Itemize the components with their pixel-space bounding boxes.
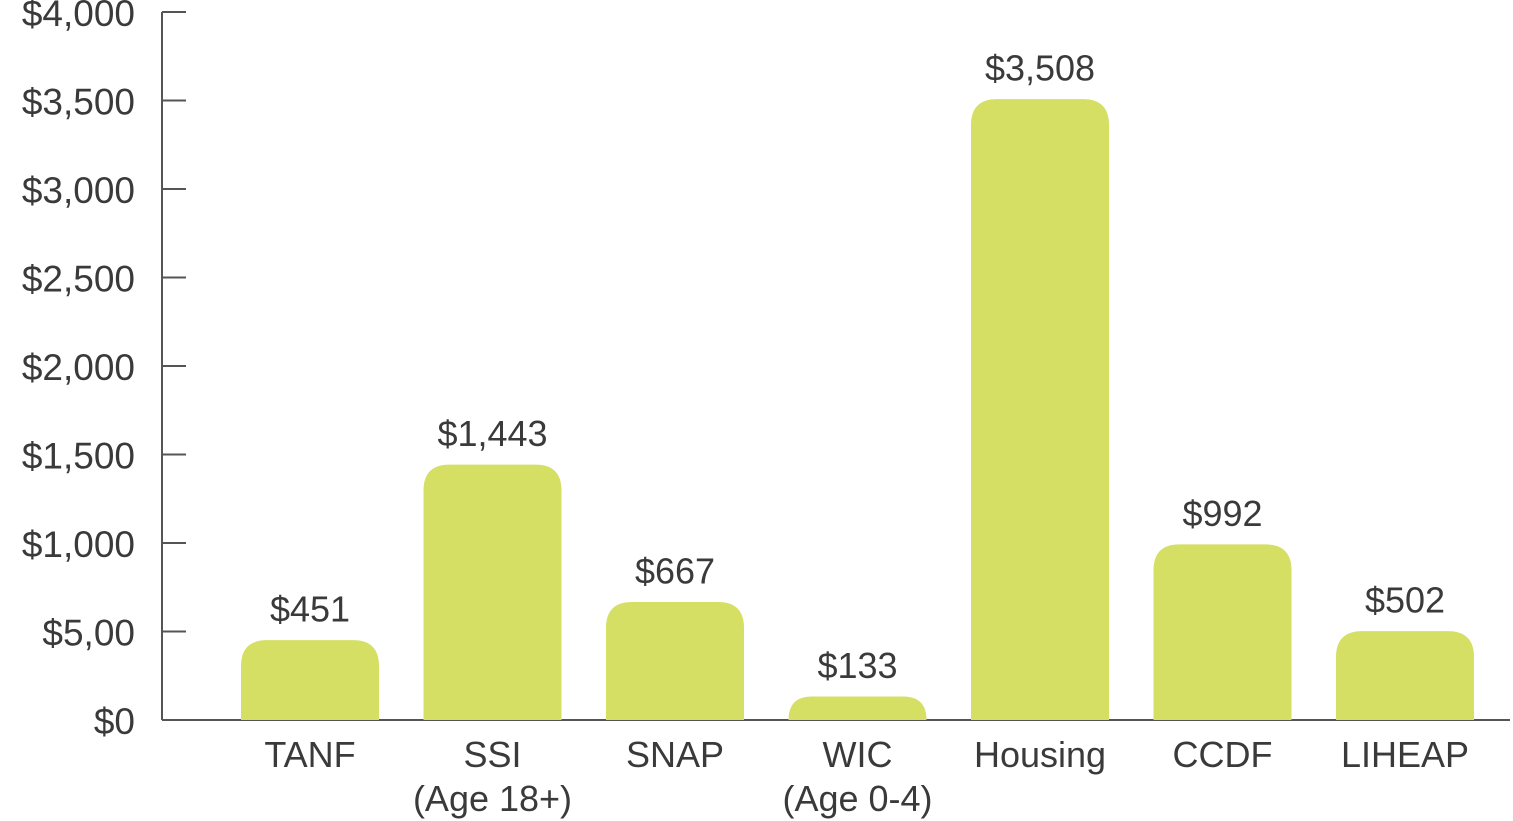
x-tick-label: LIHEAP [1340, 734, 1470, 775]
y-tick-label: $0 [94, 701, 135, 742]
bar [241, 640, 379, 720]
x-tick-label: SNAP [625, 734, 725, 775]
value-label: $1,443 [437, 413, 547, 454]
x-tick-label: Housing [973, 734, 1107, 775]
bar [1336, 631, 1474, 720]
value-label: $3,508 [985, 48, 1095, 89]
bar [606, 601, 744, 720]
y-tick-label: $2,000 [22, 347, 135, 388]
y-tick-label: $3,000 [22, 170, 135, 211]
value-label: $133 [817, 645, 897, 686]
bar [423, 464, 562, 720]
x-tick-label: CCDF [1172, 734, 1273, 775]
value-label: $667 [635, 550, 715, 591]
x-tick-label: SSI (Age 18+) [412, 734, 573, 819]
x-tick-label: WIC (Age 0-4) [782, 734, 933, 819]
value-label: $451 [270, 589, 350, 630]
bar [971, 99, 1109, 721]
y-tick-label: $1,500 [22, 435, 135, 476]
y-tick-label: $5,00 [42, 612, 135, 653]
x-tick-label: TANF [264, 734, 356, 775]
y-tick-label: $3,500 [22, 81, 135, 122]
bar [1153, 544, 1292, 720]
value-label: $992 [1182, 493, 1262, 534]
y-tick-label: $1,000 [22, 524, 135, 565]
bar [788, 696, 927, 720]
y-tick-label: $4,000 [22, 0, 135, 34]
value-label: $502 [1365, 580, 1445, 621]
y-tick-label: $2,500 [22, 258, 135, 299]
